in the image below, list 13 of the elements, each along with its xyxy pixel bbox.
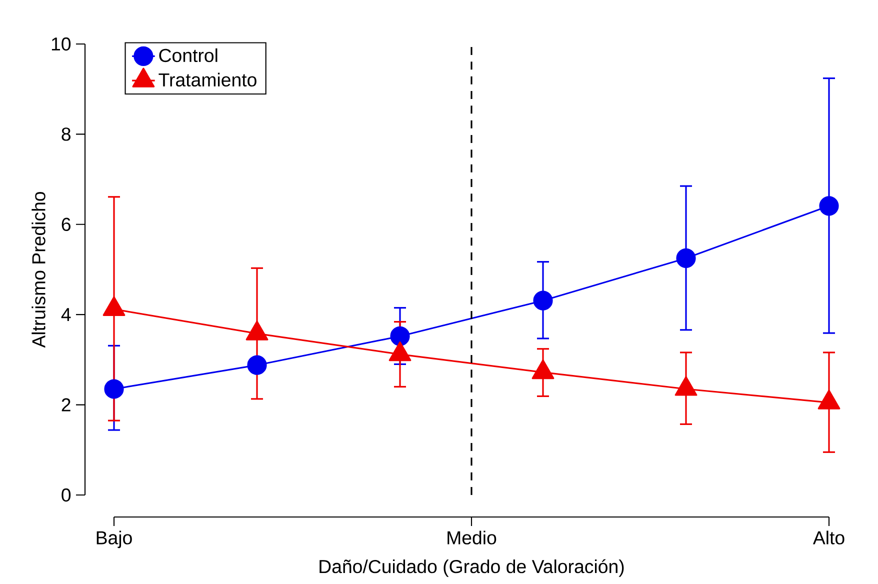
legend-label: Control [159, 48, 218, 62]
x-tick-label: Bajo [96, 530, 132, 548]
legend-label: Tratamiento [158, 72, 256, 87]
y-tick-label: 2 [62, 398, 70, 412]
y-tick-label: 10 [52, 37, 71, 51]
y-tick-label: 0 [62, 488, 71, 502]
x-axis-title: Daño/Cuidado (Grado de Valoración) [320, 559, 624, 577]
y-tick-label: 8 [62, 128, 70, 141]
text: Medio [448, 530, 496, 544]
y-axis-title: Altruismo Predicho [32, 192, 46, 348]
y-tick-label: 4 [61, 308, 71, 322]
y-tick-label: 6 [62, 218, 70, 231]
x-tick-label: Alto [812, 530, 844, 544]
